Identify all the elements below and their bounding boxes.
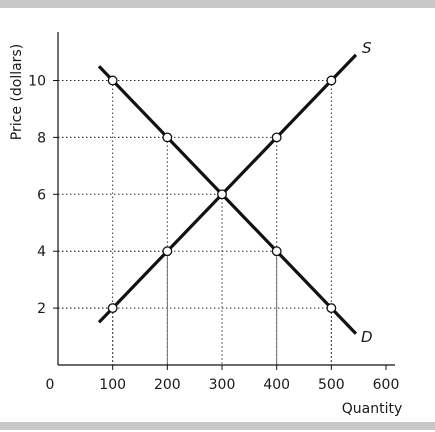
data-point-marker [326, 303, 337, 314]
data-point-marker [271, 132, 282, 143]
data-point-marker [326, 75, 337, 86]
x-tick-label: 600 [373, 377, 400, 393]
curve-d [97, 65, 358, 335]
data-points [107, 75, 337, 314]
data-point-marker [217, 189, 227, 200]
data-point-marker [271, 246, 282, 257]
x-tick-label: 100 [99, 377, 126, 393]
curve-s [97, 53, 358, 324]
data-point-marker [162, 246, 173, 257]
y-tick-label: 8 [37, 130, 46, 146]
y-tick-label: 4 [37, 244, 46, 260]
y-tick-label: 2 [37, 301, 46, 317]
top-border-bar [0, 0, 435, 8]
x-tick-label: 200 [154, 377, 181, 393]
y-tick-label: 6 [37, 187, 46, 203]
x-axis-title: Quantity [342, 401, 403, 417]
curve-label-s: S [362, 39, 372, 57]
guide-lines [58, 80, 332, 365]
x-tick-label: 400 [263, 377, 290, 393]
curve-label-d: D [361, 328, 373, 346]
data-point-marker [107, 303, 118, 314]
axes [53, 32, 395, 370]
y-tick-label: 10 [28, 74, 46, 90]
origin-label: 0 [46, 377, 55, 393]
data-point-marker [107, 75, 118, 86]
bottom-border-bar [0, 422, 435, 430]
x-tick-label: 300 [209, 377, 236, 393]
data-point-marker [162, 132, 173, 143]
x-tick-label: 500 [318, 377, 345, 393]
y-axis-title: Price (dollars) [9, 44, 25, 140]
curves [97, 53, 358, 335]
